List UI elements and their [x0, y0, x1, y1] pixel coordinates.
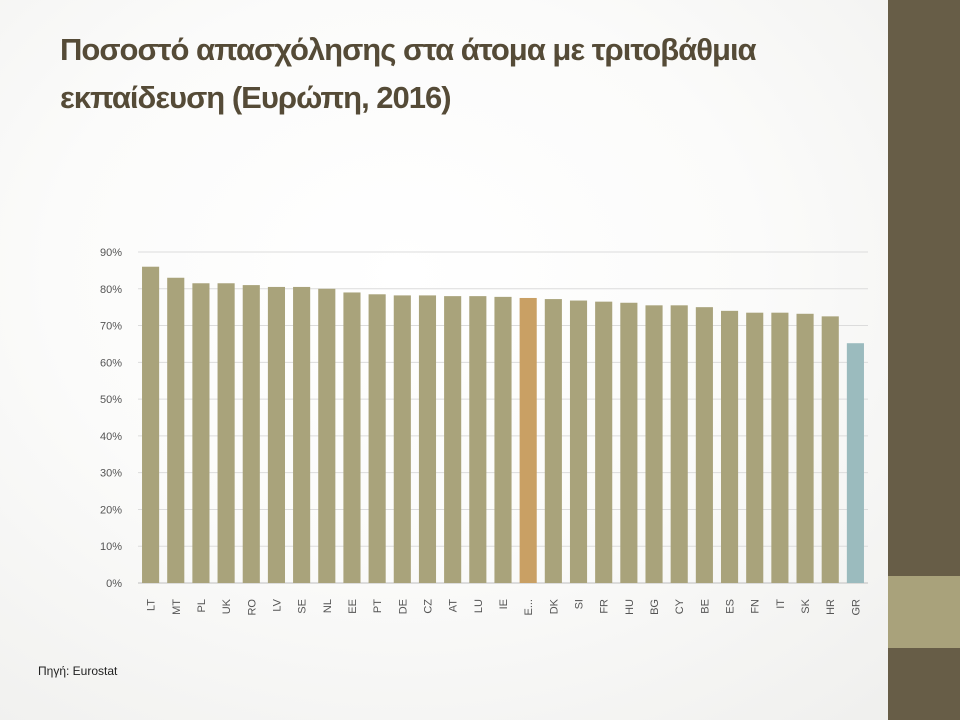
x-tick-label: IT — [775, 599, 787, 609]
bar — [544, 299, 562, 583]
bar — [595, 301, 613, 583]
bar — [393, 295, 411, 583]
x-tick-label: SK — [800, 598, 812, 613]
x-tick-label: SE — [297, 599, 309, 614]
bar — [343, 292, 361, 583]
x-tick-label: GR — [850, 599, 862, 616]
x-tick-label: E... — [523, 599, 535, 616]
bar — [318, 288, 336, 583]
y-tick-label: 30% — [100, 468, 122, 480]
x-tick-label: IE — [498, 599, 510, 609]
bar — [293, 286, 311, 583]
bar — [142, 266, 160, 583]
x-tick-label: BE — [699, 599, 711, 614]
bar — [167, 277, 185, 583]
y-tick-label: 40% — [100, 431, 122, 443]
x-tick-label: DE — [397, 599, 409, 614]
x-tick-label: LV — [271, 598, 283, 611]
bar — [469, 296, 487, 583]
bar — [569, 300, 588, 583]
x-tick-label: AT — [448, 599, 460, 613]
side-bar-accent-block — [888, 576, 960, 648]
x-tick-label: RO — [246, 599, 258, 616]
x-tick-label: CZ — [422, 599, 434, 614]
y-tick-label: 10% — [100, 541, 122, 553]
y-tick-label: 20% — [100, 504, 122, 516]
decorative-side-bar — [888, 0, 960, 720]
x-tick-label: LU — [473, 599, 485, 613]
bar-chart: 0% 10% 20% 30% 40% 50% 60% 70% 80% 90% LT MT PL UK RO L… — [100, 247, 868, 616]
x-tick-label: HU — [624, 599, 636, 615]
bar — [444, 296, 462, 583]
bar — [192, 283, 210, 583]
bar — [670, 305, 688, 583]
bar — [796, 313, 814, 583]
x-tick-label: FN — [750, 599, 762, 614]
y-tick-label: 0% — [106, 578, 122, 590]
x-tick-label: MT — [171, 599, 183, 615]
y-tick-label: 90% — [100, 247, 122, 259]
slide-title-line-1: Ποσοστό απασχόλησης στα άτομα με τριτοβά… — [60, 32, 757, 67]
bar — [217, 283, 235, 583]
source-note: Πηγή: Eurostat — [38, 664, 118, 678]
bar — [746, 312, 764, 583]
bar — [418, 295, 437, 583]
x-tick-label: CY — [674, 598, 686, 614]
x-tick-label: NL — [322, 599, 334, 613]
x-tick-label: SI — [574, 599, 586, 609]
bar — [771, 312, 789, 583]
bar — [720, 310, 739, 583]
y-tick-label: 50% — [100, 394, 122, 406]
y-tick-label: 60% — [100, 357, 122, 369]
x-tick-label: DK — [548, 598, 560, 614]
bar — [242, 285, 260, 583]
bar — [494, 296, 512, 583]
bar — [620, 302, 638, 583]
x-tick-label: FR — [599, 599, 611, 614]
x-tick-label: PT — [372, 599, 384, 613]
x-tick-label: ES — [725, 599, 737, 614]
bar — [519, 297, 537, 583]
y-tick-label: 80% — [100, 284, 122, 296]
x-tick-label: PL — [196, 599, 208, 612]
x-tick-label: EE — [347, 599, 359, 614]
bar — [695, 307, 713, 583]
bar — [846, 343, 864, 583]
x-tick-label: BG — [649, 599, 661, 615]
x-tick-label: LT — [146, 599, 158, 611]
bar — [645, 305, 663, 583]
bar — [821, 316, 839, 583]
x-tick-label: UK — [221, 598, 233, 614]
slide-title: Ποσοστό απασχόλησης στα άτομα με τριτοβά… — [60, 26, 860, 122]
y-tick-label: 70% — [100, 321, 122, 333]
bar — [267, 286, 286, 583]
x-tick-label: HR — [825, 599, 837, 615]
slide-title-line-2: εκπαίδευση (Ευρώπη, 2016) — [60, 80, 452, 115]
bar — [368, 294, 386, 583]
